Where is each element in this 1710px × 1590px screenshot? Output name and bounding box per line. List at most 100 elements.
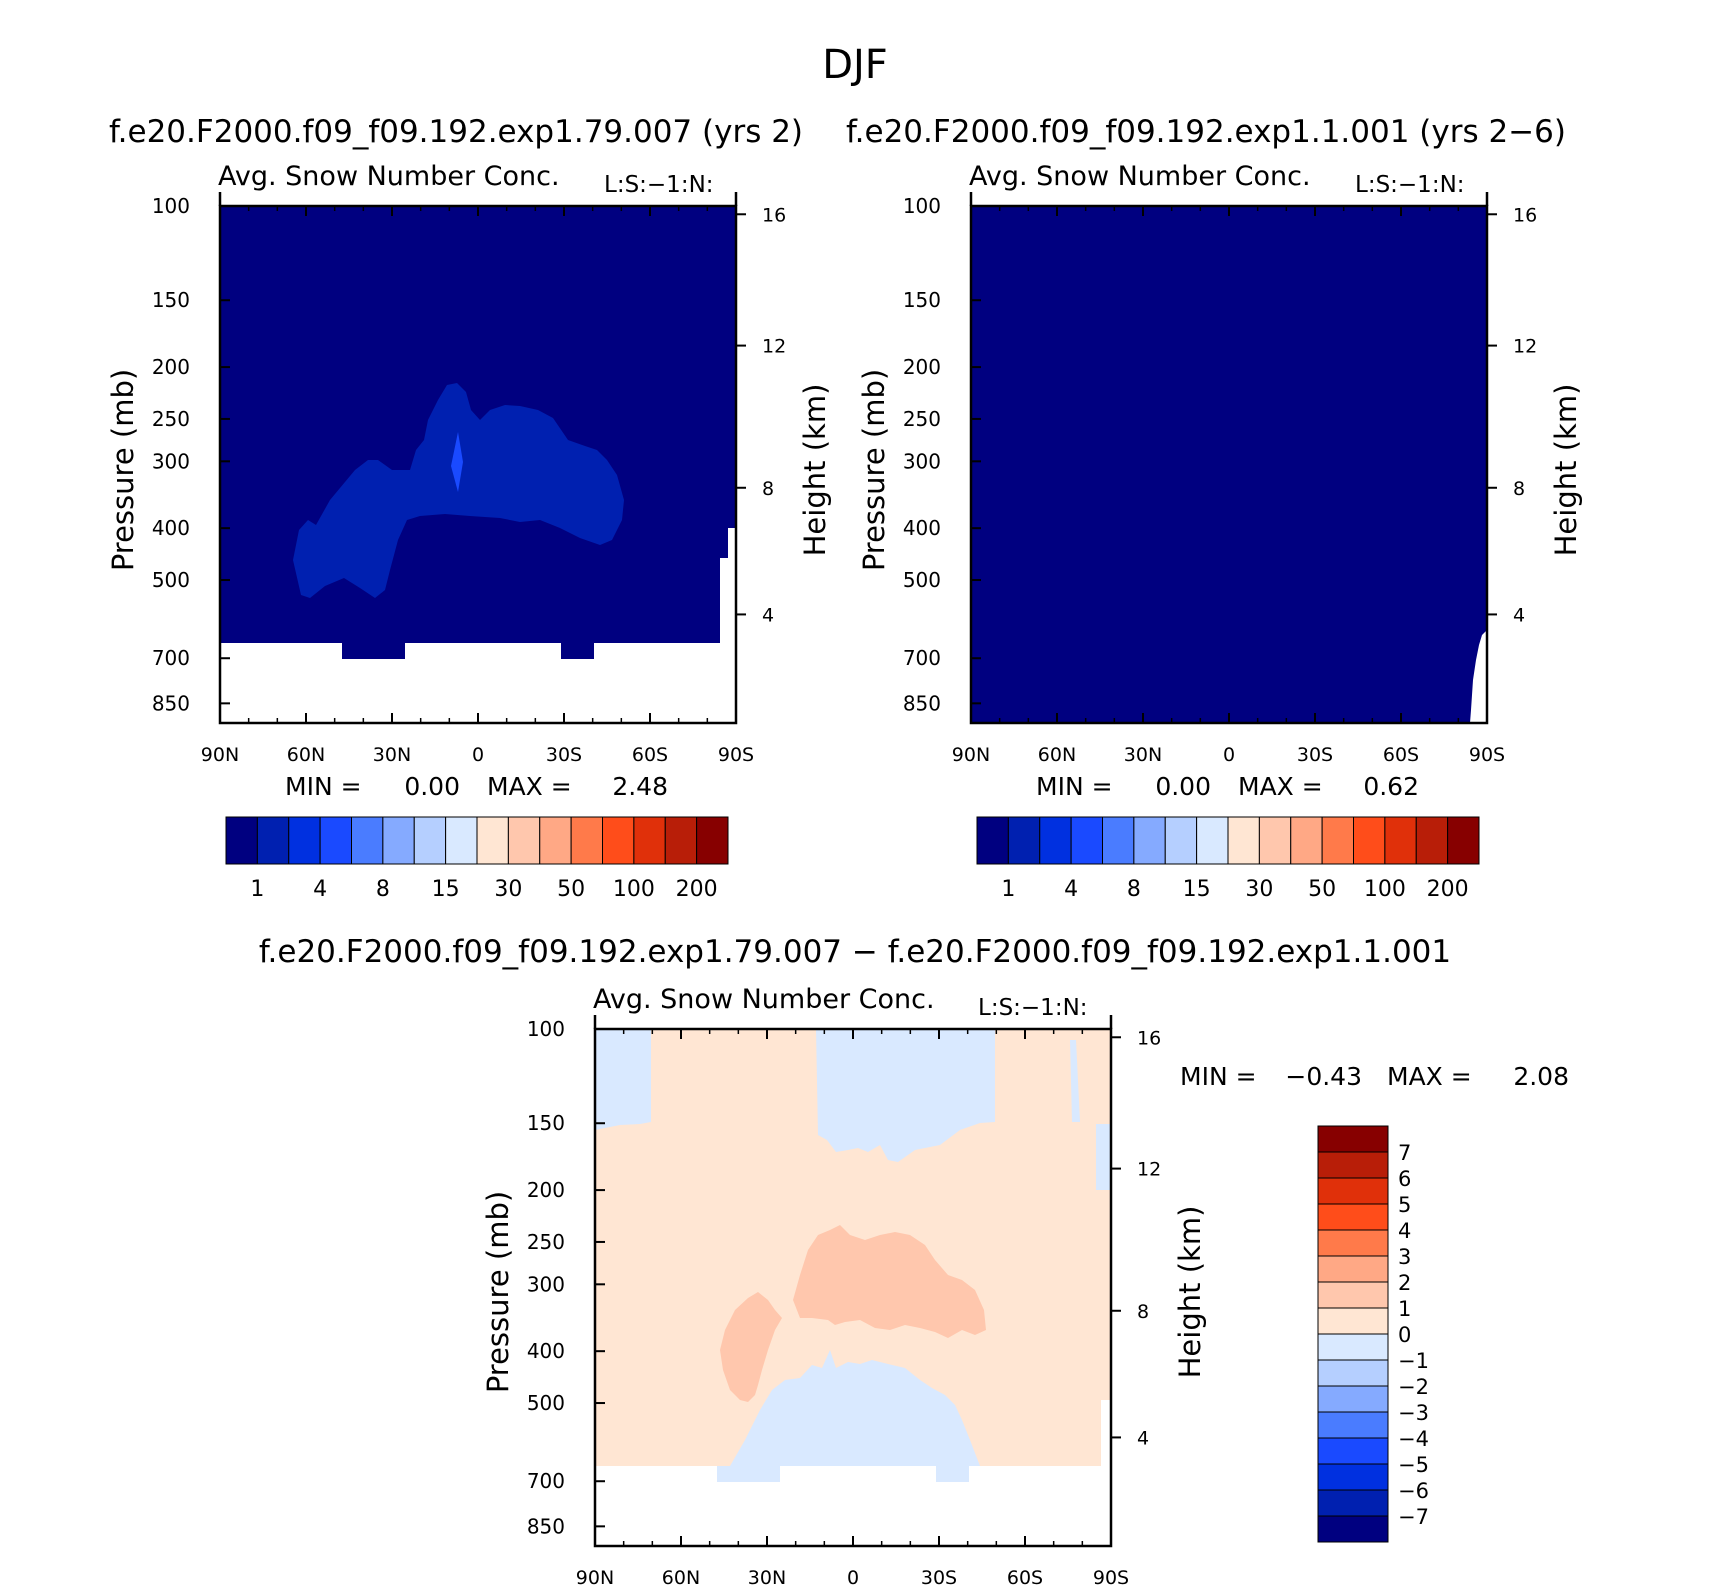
x-tick-label: 60N [1038,744,1076,766]
panel-right-max-label: MAX = [1238,772,1323,801]
colorbar-swatch [570,816,603,865]
y-tick-label: 700 [527,1469,565,1493]
colorbar-swatch [351,816,384,865]
x-tick-label: 90N [952,744,990,766]
colorbar-swatch [1317,1151,1389,1179]
colorbar-label: 1 [1398,1297,1411,1321]
colorbar-label: 200 [1427,877,1469,902]
y-right-tick-label: 12 [1513,336,1537,358]
panel-diff-min-label: MIN = [1180,1062,1257,1091]
panel-diff-ylabel: Pressure (mb) [481,1191,515,1393]
panel-left-max-label: MAX = [487,772,572,801]
panel-right-antarctic-gap [1470,630,1487,723]
panel-left-mountain-fill-2 [561,643,594,659]
panel-diff-negative-right-edge [1096,1124,1111,1190]
panel-right: f.e20.F2000.f09_f09.192.exp1.1.001 (yrs … [846,114,1583,902]
panel-diff-mountain-fill-1 [717,1466,780,1482]
y-right-tick-label: 16 [1513,204,1537,226]
panel-diff-negative-top-center [816,1029,995,1162]
colorbar-swatch [633,816,666,865]
colorbar-swatch [1321,816,1354,865]
y-tick-label: 850 [527,1514,565,1538]
colorbar-label: 100 [613,877,655,902]
x-tick-label: 90S [1469,744,1505,766]
colorbar-label: −4 [1398,1427,1429,1451]
colorbar-swatch [382,816,415,865]
y-tick-label: 250 [152,407,190,431]
y-tick-label: 100 [152,194,190,218]
colorbar-swatch [1102,816,1135,865]
y-tick-label: 250 [903,407,941,431]
x-tick-label: 90S [1093,1567,1129,1589]
y-right-tick-label: 8 [762,478,774,500]
colorbar-label: 5 [1398,1193,1411,1217]
y-tick-label: 150 [527,1111,565,1135]
colorbar-label: 6 [1398,1167,1411,1191]
panel-right-colorbar: 1 4 8 15 30 50 100 200 [976,816,1480,902]
x-tick-label: 60N [662,1567,700,1589]
colorbar-label: 4 [1064,877,1078,902]
panel-left-plot-title: Avg. Snow Number Conc. [218,161,560,192]
x-tick-label: 30N [1124,744,1162,766]
colorbar-swatch [413,816,447,865]
colorbar-swatch [1415,816,1449,865]
panel-diff-axes: 90N 60N 30N 0 30S 60S 90S 100 150 200 250 300 400 500… [527,1015,1161,1589]
panel-diff-plot-title: Avg. Snow Number Conc. [593,984,935,1015]
x-tick-label: 30N [373,744,411,766]
y-tick-label: 200 [152,355,190,379]
colorbar-swatch [1007,816,1041,865]
colorbar-swatch [976,816,1009,865]
panel-left-colorbar: 1 4 8 15 30 50 100 200 [225,816,729,902]
colorbar-swatch [602,816,635,865]
x-tick-label: 30S [546,744,582,766]
colorbar-label: 4 [313,877,327,902]
panel-diff-negative-top-right [1070,1040,1080,1122]
y-tick-label: 850 [903,691,941,715]
panel-right-case-title: f.e20.F2000.f09_f09.192.exp1.1.001 (yrs … [846,114,1566,150]
colorbar-swatch [1317,1333,1389,1361]
y-tick-label: 500 [527,1391,565,1415]
colorbar-label: 7 [1398,1141,1411,1165]
colorbar-swatch [1317,1385,1389,1413]
panel-diff: f.e20.F2000.f09_f09.192.exp1.79.007 − f.… [259,934,1569,1589]
colorbar-label: −3 [1398,1401,1429,1425]
colorbar-label: 0 [1398,1323,1411,1347]
colorbar-swatch [1258,816,1292,865]
panel-left-min-label: MIN = [285,772,362,801]
y-tick-label: 250 [527,1230,565,1254]
panel-right-ylabel-right: Height (km) [1549,384,1583,557]
panel-right-max-value: 0.62 [1363,772,1419,801]
colorbar-swatch [1133,816,1166,865]
y-tick-label: 150 [152,288,190,312]
x-tick-label: 60S [632,744,668,766]
y-tick-label: 400 [527,1339,565,1363]
colorbar-swatch [1317,1125,1389,1153]
y-right-tick-label: 12 [1137,1159,1161,1181]
panel-left-missing-surface [220,643,736,723]
panel-left-min-value: 0.00 [404,772,460,801]
x-tick-label: 90N [576,1567,614,1589]
y-right-tick-label: 16 [762,204,786,226]
y-tick-label: 700 [152,646,190,670]
panel-left-antarctic-gap [720,558,736,648]
panel-diff-mountain-fill-2 [936,1466,969,1482]
panel-diff-positive-right [793,1225,986,1338]
y-tick-label: 850 [152,691,190,715]
colorbar-swatch [1196,816,1229,865]
panel-diff-units: L:S:−1:N: [978,995,1088,1021]
colorbar-swatch [1070,816,1103,865]
panel-right-field-background [971,206,1487,723]
panel-right-axes: 90N 60N 30N 0 30S 60S 90S 100 150 200 250 300 400 500… [903,192,1537,766]
y-tick-label: 300 [903,449,941,473]
colorbar-label: 15 [432,877,460,902]
colorbar-label: 30 [1245,877,1273,902]
panel-right-min-value: 0.00 [1155,772,1211,801]
colorbar-label: −5 [1398,1453,1429,1477]
colorbar-swatch [539,816,572,865]
y-tick-label: 300 [527,1272,565,1296]
colorbar-label: 1 [250,877,264,902]
panel-right-plot-title: Avg. Snow Number Conc. [969,161,1311,192]
colorbar-swatch [1447,816,1480,865]
y-right-tick-label: 8 [1513,478,1525,500]
